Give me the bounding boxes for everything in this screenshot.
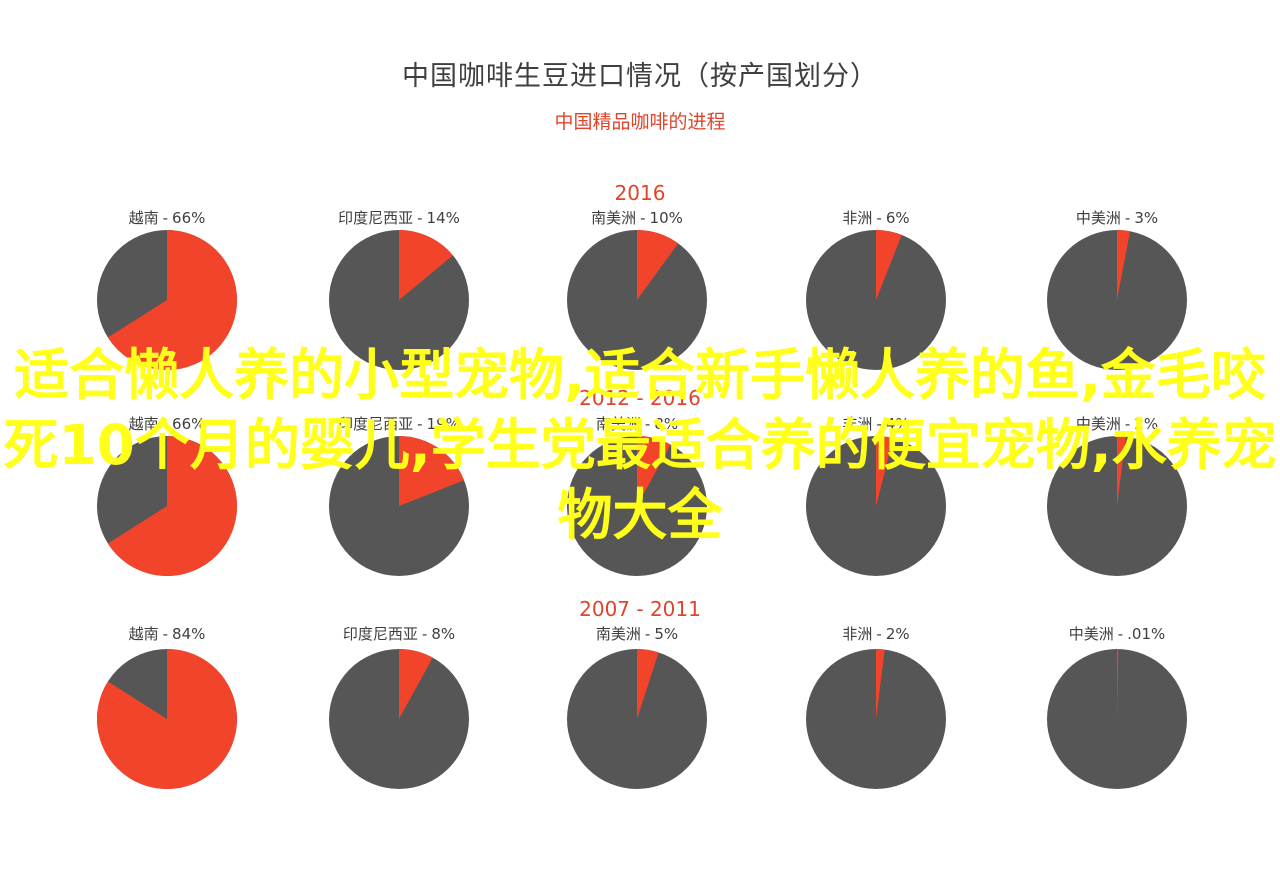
pie-value-label: 66% <box>172 415 206 433</box>
pie-country-label: 南美洲 <box>595 625 641 643</box>
pie-slice-share <box>107 436 238 576</box>
pie-value-label: 8% <box>654 415 679 433</box>
pie-value-label: 19% <box>426 415 460 433</box>
pie-slice-share <box>399 230 453 300</box>
pie-label-separator: - <box>1117 625 1124 643</box>
pie-country-label: 中美洲 <box>1068 625 1114 643</box>
pie-country-label: 越南 <box>128 625 159 643</box>
pie-label-separator: - <box>1124 209 1131 227</box>
pie-label: 越南 -84% <box>47 623 287 644</box>
pie-value-label: 4% <box>885 415 910 433</box>
pie-value-label: 6% <box>885 209 910 227</box>
pie-country-label: 印度尼西亚 <box>342 625 418 643</box>
pie-label-separator: - <box>421 625 428 643</box>
pie-label: 非洲 -6% <box>756 207 996 228</box>
pie-slice-share <box>1117 648 1119 719</box>
pie-label-separator: - <box>640 209 646 227</box>
pie-label: 中美洲 - .01% <box>997 623 1237 644</box>
pie-label: 南美洲 -5% <box>517 623 757 644</box>
pie-label-separator: - <box>162 415 169 433</box>
pie-label: 印度尼西亚 -14% <box>279 207 519 228</box>
pie-chart <box>1047 436 1187 576</box>
chart-subtitle: 中国精品咖啡的进程 <box>554 111 726 133</box>
pie-label-separator: - <box>876 415 882 433</box>
pie-label: 中美洲 -2% <box>997 413 1237 434</box>
pie-label-separator: - <box>417 209 423 227</box>
pie-chart <box>329 436 469 576</box>
pie-value-label: 3% <box>1134 209 1159 227</box>
pie-country-label: 越南 <box>128 209 159 227</box>
pie-label-separator: - <box>162 625 169 643</box>
group-label: 2016 <box>614 181 666 205</box>
pie-label: 越南 -66% <box>47 207 287 228</box>
pie-label-separator: - <box>162 209 169 227</box>
pie-country-label: 中美洲 <box>1075 209 1121 227</box>
pie-slice-share <box>876 436 894 506</box>
pie-label-separator: - <box>644 415 651 433</box>
pie-value-label: .01% <box>1127 625 1166 643</box>
chart-title: 中国咖啡生豆进口情况（按产国划分） <box>402 61 878 92</box>
pie-slice-share <box>1117 230 1131 300</box>
pie-label-separator: - <box>876 625 882 643</box>
pie-chart <box>97 230 238 370</box>
pie-chart <box>329 649 469 789</box>
pie-slice-share <box>876 230 902 300</box>
group-label: 2007 - 2011 <box>579 597 701 621</box>
pie-country-label: 印度尼西亚 <box>338 209 414 227</box>
pie-country-label: 非洲 <box>842 625 873 643</box>
pie-value-label: 84% <box>172 625 206 643</box>
pie-value-label: 5% <box>654 625 679 643</box>
pie-country-label: 南美洲 <box>595 415 641 433</box>
pie-country-label: 中美洲 <box>1075 415 1121 433</box>
pie-label-separator: - <box>417 415 423 433</box>
pie-chart <box>806 649 946 789</box>
pie-slice-share <box>399 436 465 506</box>
pie-country-label: 非洲 <box>842 209 873 227</box>
pie-label-separator: - <box>876 209 882 227</box>
pie-value-label: 8% <box>431 625 456 643</box>
pie-country-label: 越南 <box>128 415 159 433</box>
pie-slice-share <box>637 436 671 506</box>
pie-chart <box>97 436 238 576</box>
pie-slice-share <box>1117 436 1126 506</box>
pie-slice-share <box>876 649 885 719</box>
pie-slice-share <box>637 649 659 719</box>
pie-slice-share <box>637 230 679 300</box>
pie-slice-share <box>399 649 433 719</box>
pie-chart <box>329 230 469 370</box>
pie-chart <box>567 436 707 576</box>
pie-slice-share <box>97 649 238 789</box>
pie-label: 非洲 -2% <box>756 623 996 644</box>
pie-value-label: 10% <box>649 209 683 227</box>
pie-label-separator: - <box>1124 415 1131 433</box>
pie-chart <box>1047 648 1187 789</box>
pie-value-label: 66% <box>172 209 206 227</box>
pie-label: 印度尼西亚 -8% <box>279 623 519 644</box>
pie-country-label: 非洲 <box>842 415 873 433</box>
pie-label: 越南 -66% <box>47 413 287 434</box>
group-label: 2012 - 2016 <box>579 386 701 410</box>
pie-chart <box>806 436 946 576</box>
pie-value-label: 2% <box>885 625 910 643</box>
pie-label: 非洲 -4% <box>756 413 996 434</box>
pie-chart <box>806 230 946 370</box>
pie-value-label: 14% <box>426 209 460 227</box>
pie-chart <box>1047 230 1187 370</box>
pie-label-separator: - <box>644 625 651 643</box>
pie-country-label: 印度尼西亚 <box>338 415 414 433</box>
pie-label: 南美洲 -10% <box>517 207 757 228</box>
pie-label: 印度尼西亚 -19% <box>279 413 519 434</box>
pie-value-label: 2% <box>1134 415 1159 433</box>
pie-chart <box>567 230 707 370</box>
pie-chart <box>567 649 707 789</box>
pie-label: 南美洲 -8% <box>517 413 757 434</box>
pie-country-label: 南美洲 <box>591 209 637 227</box>
pie-label: 中美洲 -3% <box>997 207 1237 228</box>
pie-chart <box>97 649 238 789</box>
pie-slice-share <box>107 230 238 370</box>
